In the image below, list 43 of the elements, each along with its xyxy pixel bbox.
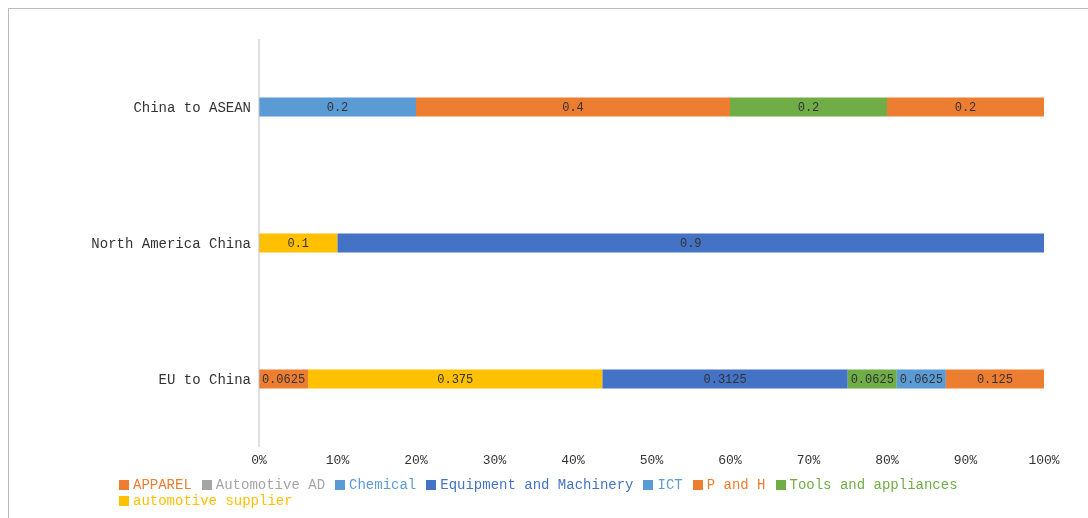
legend-label: Automotive AD bbox=[215, 477, 326, 493]
x-tick-label: 70% bbox=[796, 453, 821, 469]
x-tick-label: 40% bbox=[561, 453, 585, 469]
legend-label: P and H bbox=[706, 477, 766, 493]
bar bbox=[259, 97, 416, 117]
data-label: 0.2 bbox=[797, 101, 820, 116]
data-label: 0.1 bbox=[287, 237, 310, 252]
x-tick-label: 30% bbox=[482, 453, 507, 469]
data-label: 0.0625 bbox=[899, 373, 943, 388]
bar bbox=[730, 97, 887, 117]
data-label: 0.125 bbox=[976, 373, 1013, 388]
x-tick-label: 20% bbox=[404, 453, 428, 469]
x-tick-label: 50% bbox=[639, 453, 664, 469]
y-tick-label: China to ASEAN bbox=[133, 99, 251, 116]
legend-label: Tools and appliances bbox=[789, 477, 958, 493]
data-label: 0.3125 bbox=[703, 373, 747, 388]
bar bbox=[259, 233, 338, 253]
data-label: 0.2 bbox=[954, 101, 977, 116]
y-tick-label: EU to China bbox=[158, 371, 251, 388]
x-tick-label: 100% bbox=[1028, 453, 1060, 469]
legend-label: Chemical bbox=[349, 477, 417, 493]
bar bbox=[887, 97, 1044, 117]
legend-label: automotive supplier bbox=[133, 493, 293, 509]
x-tick-label: 60% bbox=[718, 453, 742, 469]
data-label: 0.0625 bbox=[850, 373, 894, 388]
bar bbox=[416, 97, 730, 117]
data-label: 0.375 bbox=[437, 373, 474, 388]
legend-label: ICT bbox=[657, 477, 683, 493]
data-label: 0.2 bbox=[326, 101, 349, 116]
x-tick-label: 0% bbox=[251, 453, 267, 469]
bar bbox=[945, 369, 1044, 389]
data-label: 0.9 bbox=[679, 237, 702, 252]
x-tick-label: 80% bbox=[875, 453, 899, 469]
bar bbox=[308, 369, 603, 389]
bar bbox=[337, 233, 1044, 253]
data-label: 0.0625 bbox=[261, 373, 306, 388]
x-tick-label: 10% bbox=[325, 453, 350, 469]
data-label: 0.4 bbox=[562, 101, 584, 116]
x-tick-label: 90% bbox=[953, 453, 978, 469]
legend-label: APPAREL bbox=[133, 477, 192, 493]
legend-label: Equipment and Machinery bbox=[440, 477, 634, 493]
bar bbox=[602, 369, 848, 389]
y-tick-label: North America China bbox=[91, 235, 251, 252]
